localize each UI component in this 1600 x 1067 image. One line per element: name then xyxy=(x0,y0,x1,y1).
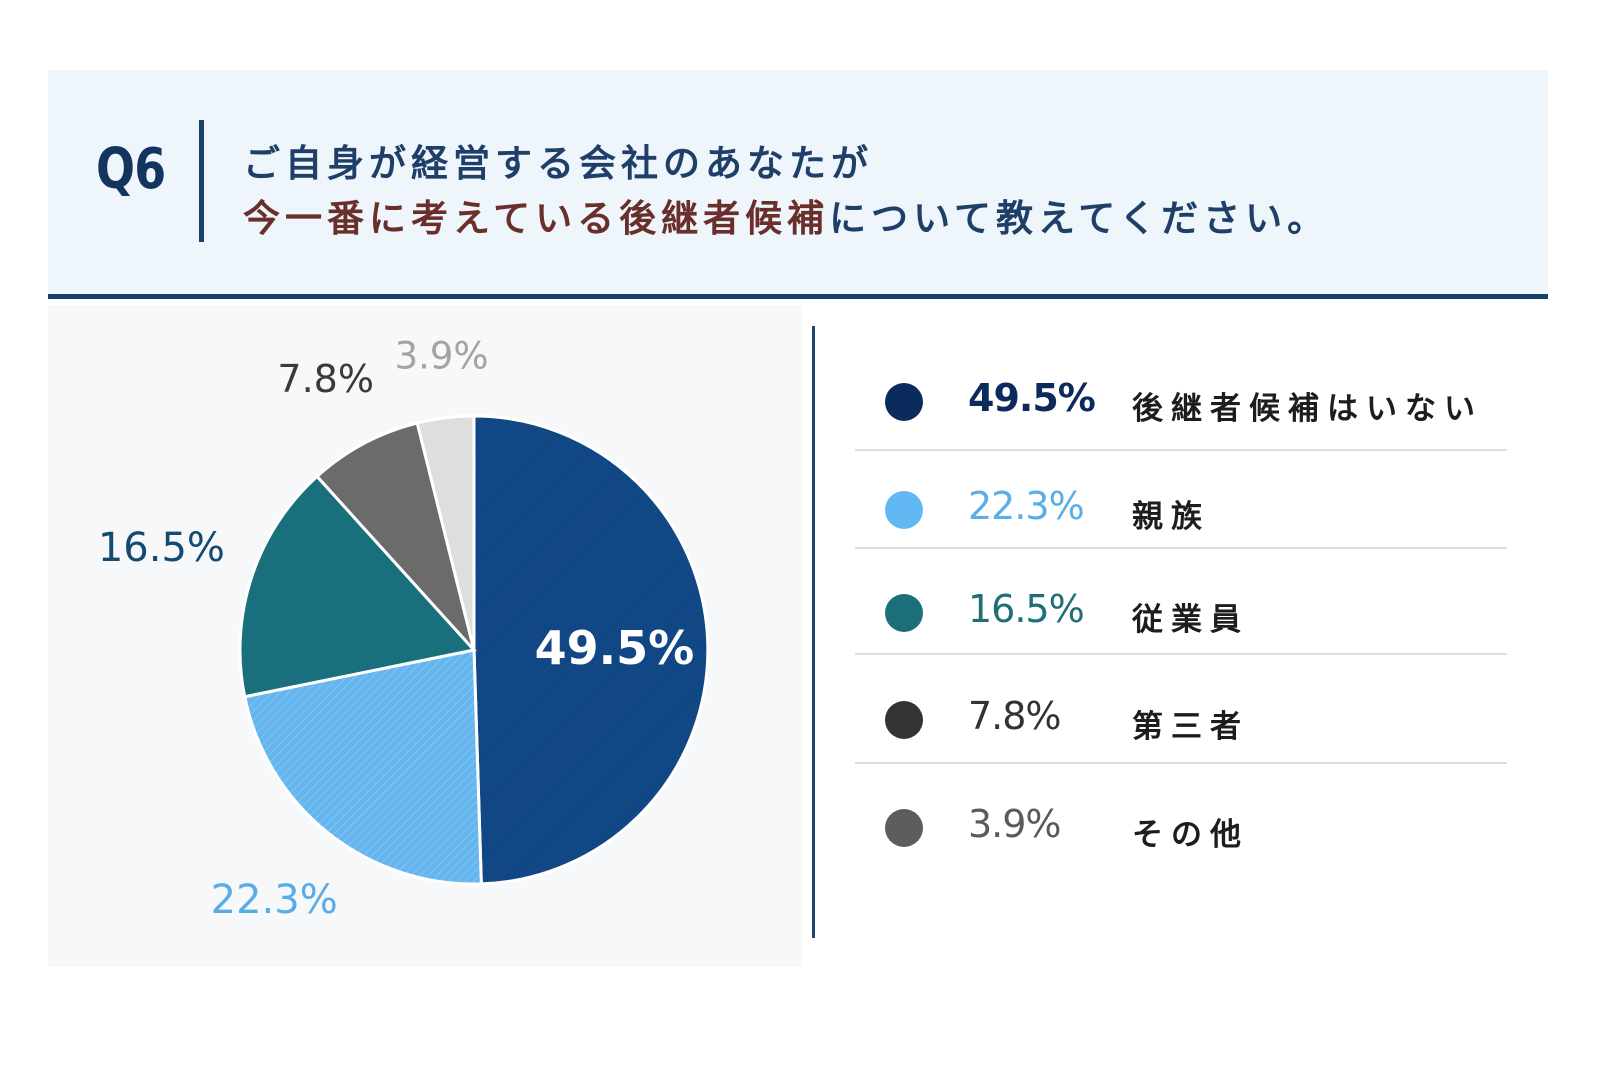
question-highlight: 今一番に考えている後継者候補 xyxy=(243,197,830,240)
pie-data-label-0: 49.5% xyxy=(535,621,695,675)
legend-marker-icon xyxy=(885,383,923,421)
header-bottom-rule xyxy=(48,294,1548,299)
legend-value: 3.9% xyxy=(968,802,1062,846)
legend-label: 親族 xyxy=(1132,499,1210,535)
legend-value: 49.5% xyxy=(968,376,1096,420)
pie-slice-4 xyxy=(415,414,476,651)
pie-slice-2 xyxy=(238,474,477,699)
legend-item: 3.9% その他 xyxy=(855,778,1507,878)
legend-separator xyxy=(855,449,1507,451)
legend-label: 後継者候補はいない xyxy=(1132,391,1483,427)
legend-marker-icon xyxy=(885,594,923,632)
question-header xyxy=(48,70,1548,294)
legend-marker-icon xyxy=(885,809,923,847)
legend-separator xyxy=(855,547,1507,549)
legend-item: 16.5% 従業員 xyxy=(855,563,1507,663)
question-divider xyxy=(199,120,204,242)
pie-data-label-2: 16.5% xyxy=(98,525,225,571)
legend-item: 7.8% 第三者 xyxy=(855,670,1507,770)
question-text-line-1: ご自身が経営する会社のあなたが xyxy=(243,142,873,185)
legend-marker-icon xyxy=(885,701,923,739)
pie-chart: 49.5% 22.3% 16.5% 7.8% 3.9% xyxy=(98,335,710,923)
pie-data-label-4: 3.9% xyxy=(395,335,489,378)
legend-item: 22.3% 親族 xyxy=(855,460,1507,560)
question-number: Q6 xyxy=(96,137,166,202)
legend-separator xyxy=(855,653,1507,655)
legend-value: 16.5% xyxy=(968,587,1085,631)
legend-separator xyxy=(855,762,1507,764)
legend-value: 22.3% xyxy=(968,484,1085,528)
legend-label: 第三者 xyxy=(1132,709,1249,745)
legend-label: その他 xyxy=(1132,817,1249,853)
legend-marker-icon xyxy=(885,491,923,529)
pie-data-label-1: 22.3% xyxy=(211,877,338,923)
legend-value: 7.8% xyxy=(968,694,1062,738)
question-text-tail: について教えてください。 xyxy=(829,197,1330,240)
pie-data-label-3: 7.8% xyxy=(277,357,374,401)
pie-slice-0 xyxy=(472,414,710,886)
legend-label: 従業員 xyxy=(1132,602,1249,638)
question-text-line-2: 今一番に考えている後継者候補について教えてください。 xyxy=(243,188,1329,242)
section-divider xyxy=(812,326,815,938)
pie-slice-1 xyxy=(242,648,483,886)
pie-slice-3 xyxy=(314,421,476,652)
legend-item: 49.5% 後継者候補はいない xyxy=(855,352,1507,452)
